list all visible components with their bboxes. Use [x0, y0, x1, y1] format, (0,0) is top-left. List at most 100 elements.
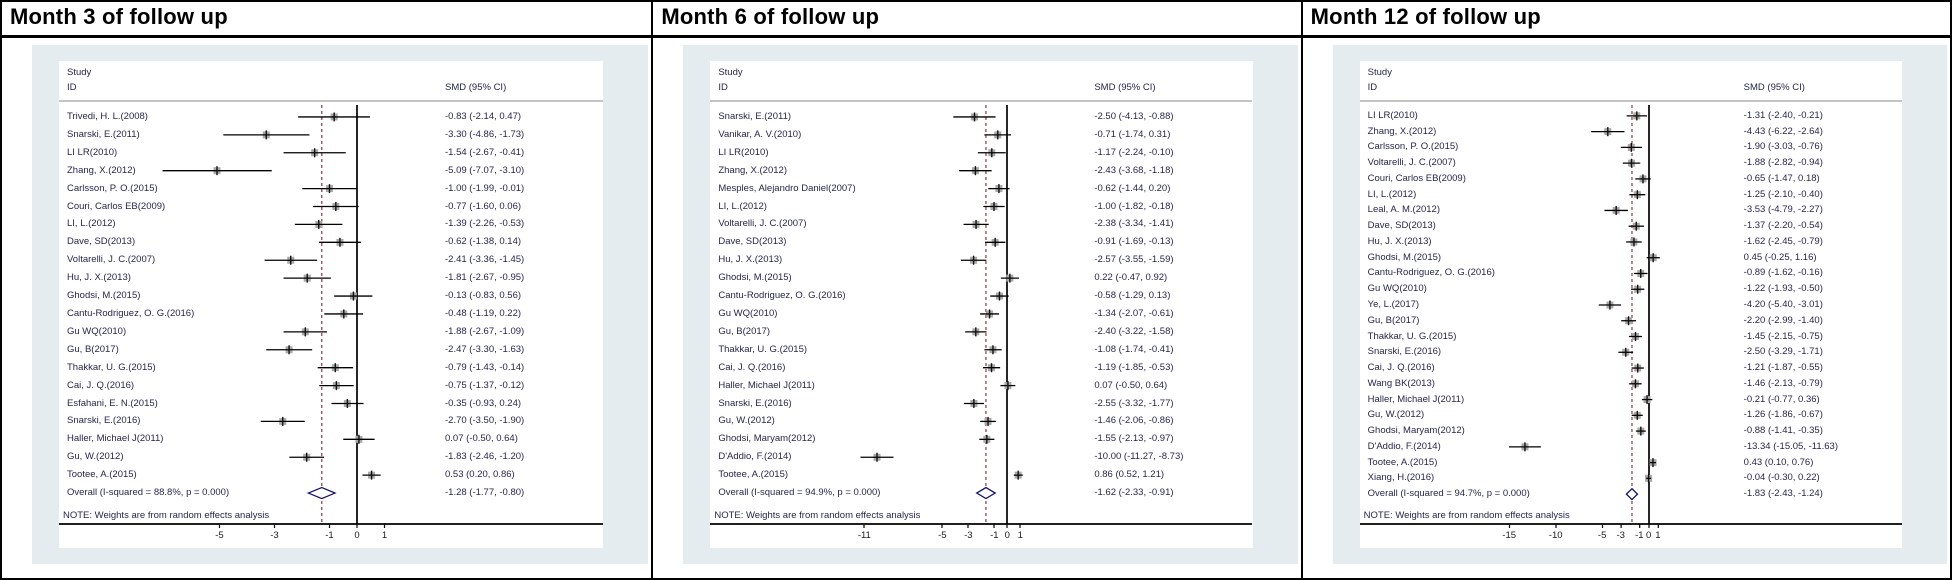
smd-value: -1.62 (-2.45, -0.79) — [1743, 235, 1823, 247]
smd-value: -1.21 (-1.87, -0.55) — [1743, 362, 1823, 374]
smd-value: -0.21 (-0.77, 0.36) — [1743, 393, 1820, 405]
forest-plotbox-month-6: Study ID SMD (95% CI) Snarski, E.(2011) -2.5… — [710, 61, 1253, 548]
smd-value: -0.77 (-1.60, 0.06) — [445, 200, 522, 212]
smd-value: -2.43 (-3.68, -1.18) — [1094, 164, 1174, 176]
smd-value: -0.89 (-1.62, -0.16) — [1743, 267, 1823, 279]
panel-title-month-6: Month 6 of follow up — [653, 2, 1301, 38]
study-label: Cai, J. Q.(2016) — [67, 379, 135, 391]
study-label: Cai, J. Q.(2016) — [1367, 362, 1435, 374]
smd-column-header: SMD (95% CI) — [1743, 82, 1805, 93]
study-label: Gu, W.(2012) — [718, 415, 775, 427]
study-label: Gu, W.(2012) — [1367, 409, 1425, 421]
study-label: Zhang, X.(2012) — [718, 164, 787, 176]
study-label: Leal, A. M.(2012) — [1367, 204, 1441, 216]
study-label: Snarski, E.(2011) — [67, 128, 140, 140]
smd-value: -1.34 (-2.07, -0.61) — [1094, 307, 1174, 319]
note-label: NOTE: Weights are from random effects an… — [1363, 510, 1570, 521]
smd-value: -0.79 (-1.43, -0.14) — [445, 361, 525, 373]
smd-value: -0.48 (-1.19, 0.22) — [445, 307, 522, 319]
study-label: Hu, J. X.(2013) — [1367, 235, 1432, 247]
axis-tick-label: 0 — [354, 530, 360, 541]
axis-tick-label: 0 — [1004, 530, 1010, 541]
study-label: Ghodsi, Maryam(2012) — [1367, 425, 1465, 437]
smd-value: -1.31 (-2.40, -0.21) — [1743, 109, 1823, 121]
study-label: Dave, SD(2013) — [718, 236, 787, 248]
smd-value: -1.19 (-1.85, -0.53) — [1094, 361, 1174, 373]
forest-plot-canvas — [59, 100, 603, 528]
study-label: Vanikar, A. V.(2010) — [718, 128, 802, 140]
study-label: Voltarelli, J. C.(2007) — [1367, 157, 1456, 169]
study-label: Snarski, E.(2016) — [67, 415, 141, 427]
study-label: Haller, Michael J(2011) — [1367, 393, 1465, 405]
smd-value: -1.00 (-1.99, -0.01) — [445, 182, 525, 194]
forest-plot-canvas — [710, 100, 1253, 528]
axis-tick-label: 1 — [1017, 530, 1023, 541]
smd-value: -0.83 (-2.14, 0.47) — [445, 110, 522, 122]
panel-title-month-3: Month 3 of follow up — [2, 2, 652, 38]
axis-tick-label: -3 — [964, 530, 973, 541]
axis-tick-label: -10 — [1548, 530, 1563, 541]
forest-figure-month-3: Study ID SMD (95% CI) Trivedi, H. L.(2008) -… — [32, 45, 649, 564]
study-label: Carlsson, P. O.(2015) — [1367, 141, 1459, 153]
study-label: Trivedi, H. L.(2008) — [67, 110, 148, 122]
forest-panel-month-12: Month 12 of follow up Study ID SMD (95% CI… — [1300, 2, 1950, 578]
study-label: Tootee, A.(2015) — [718, 469, 789, 481]
axis-tick-label: 1 — [381, 530, 388, 541]
study-column-header: Study — [1367, 67, 1392, 78]
study-label: Tootee, A.(2015) — [67, 469, 137, 481]
smd-value: 0.22 (-0.47, 0.92) — [1094, 272, 1168, 284]
study-label: Gu WQ(2010) — [1367, 283, 1427, 295]
smd-value: -2.50 (-3.29, -1.71) — [1743, 346, 1823, 358]
study-column-header: Study — [718, 67, 743, 78]
study-label: Mesples, Alejandro Daniel(2007) — [718, 182, 856, 194]
smd-column-header: SMD (95% CI) — [445, 82, 507, 93]
note-label: NOTE: Weights are from random effects an… — [63, 510, 270, 521]
smd-value: -1.08 (-1.74, -0.41) — [1094, 343, 1174, 355]
axis-tick-label: -3 — [270, 530, 279, 541]
axis-tick-label: -1 — [325, 530, 334, 541]
study-label: Cantu-Rodriguez, O. G.(2016) — [1367, 267, 1495, 279]
smd-value: -10.00 (-11.27, -8.73) — [1094, 451, 1184, 463]
study-label: Voltarelli, J. C.(2007) — [67, 254, 156, 266]
study-label: LI, L.(2012) — [67, 218, 116, 230]
overall-label: Overall (I-squared = 88.8%, p = 0.000) — [67, 487, 230, 499]
study-label: LI, L.(2012) — [1367, 188, 1417, 200]
smd-value: 0.53 (0.20, 0.86) — [445, 469, 515, 481]
smd-value: 0.86 (0.52, 1.21) — [1094, 469, 1165, 481]
smd-value: -1.26 (-1.86, -0.67) — [1743, 409, 1823, 421]
smd-value: -2.55 (-3.32, -1.77) — [1094, 397, 1174, 409]
study-label: Thakkar, U. G.(2015) — [1367, 330, 1457, 342]
smd-value: 0.07 (-0.50, 0.64) — [445, 433, 518, 445]
smd-value: -2.70 (-3.50, -1.90) — [445, 415, 525, 427]
smd-value: -1.83 (-2.46, -1.20) — [445, 451, 525, 463]
study-label: Cantu-Rodriguez, O. G.(2016) — [67, 307, 195, 319]
axis-tick-label: -11 — [857, 530, 871, 541]
smd-value: -0.62 (-1.38, 0.14) — [445, 236, 522, 248]
study-label: Haller, Michael J(2011) — [718, 379, 815, 391]
smd-value: -1.37 (-2.20, -0.54) — [1743, 220, 1823, 232]
smd-value: -3.53 (-4.79, -2.27) — [1743, 204, 1823, 216]
forest-figure-month-6: Study ID SMD (95% CI) Snarski, E.(2011) -2.5… — [683, 45, 1298, 564]
overall-smd-value: -1.83 (-2.43, -1.24) — [1743, 488, 1823, 500]
study-label: Snarski, E.(2011) — [718, 110, 792, 122]
study-label: Dave, SD(2013) — [1367, 220, 1436, 232]
smd-value: -1.25 (-2.10, -0.40) — [1743, 188, 1823, 200]
smd-value: -13.34 (-15.05, -11.63) — [1743, 440, 1839, 452]
study-label: Hu, J. X.(2013) — [67, 272, 131, 284]
smd-value: -2.57 (-3.55, -1.59) — [1094, 254, 1174, 266]
axis-tick-label: -5 — [215, 530, 224, 541]
smd-value: -3.30 (-4.86, -1.73) — [445, 128, 525, 140]
study-label: LI LR(2010) — [1367, 109, 1418, 121]
study-label: Ghodsi, M.(2015) — [1367, 251, 1442, 263]
smd-value: -4.20 (-5.40, -3.01) — [1743, 299, 1823, 310]
study-label: Snarski, E.(2016) — [1367, 346, 1442, 358]
smd-value: -2.20 (-2.99, -1.40) — [1743, 314, 1823, 326]
study-label: Gu, B(2017) — [1367, 314, 1420, 326]
study-label: Gu WQ(2010) — [718, 307, 778, 319]
study-label: D'Addio, F.(2014) — [1367, 440, 1441, 452]
overall-label: Overall (I-squared = 94.9%, p = 0.000) — [718, 487, 881, 499]
study-label: LI, L.(2012) — [718, 200, 767, 212]
axis-tick-label: -5 — [938, 530, 947, 541]
axis-tick-label: -1 — [1635, 530, 1644, 541]
